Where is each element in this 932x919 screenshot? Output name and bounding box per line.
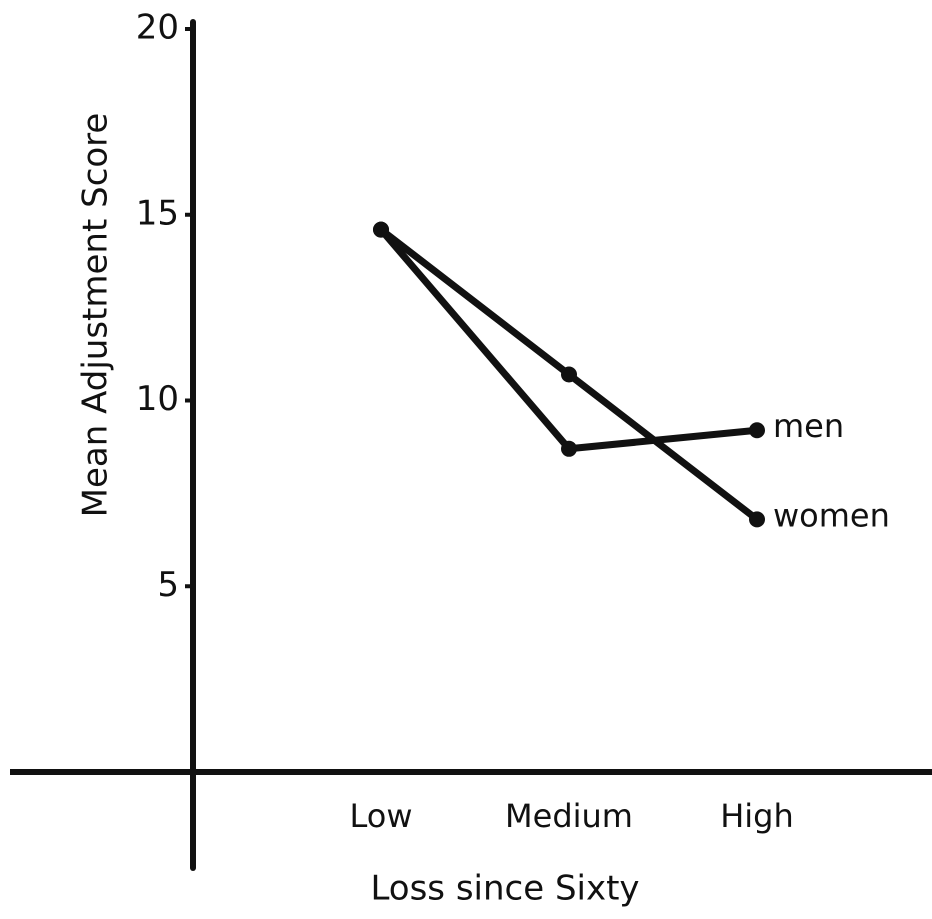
point [561, 440, 577, 457]
y-tick-label: 10 [136, 379, 179, 419]
y-tick-label: 15 [136, 193, 179, 233]
line [378, 227, 758, 453]
y-axis-label: Mean Adjustment Score [76, 113, 116, 518]
series-label: men [773, 407, 844, 445]
point [561, 366, 577, 383]
point [749, 511, 765, 528]
y-tick-label: 5 [157, 565, 179, 605]
x-tick-label: Low [349, 797, 412, 835]
point [749, 422, 765, 439]
x-tick-label: Medium [505, 797, 633, 835]
x-tick-label: High [720, 797, 794, 835]
x-axis-label: Loss since Sixty [370, 869, 639, 909]
point [373, 221, 389, 238]
series-label: women [773, 496, 890, 534]
y-tick-label: 20 [136, 8, 179, 48]
